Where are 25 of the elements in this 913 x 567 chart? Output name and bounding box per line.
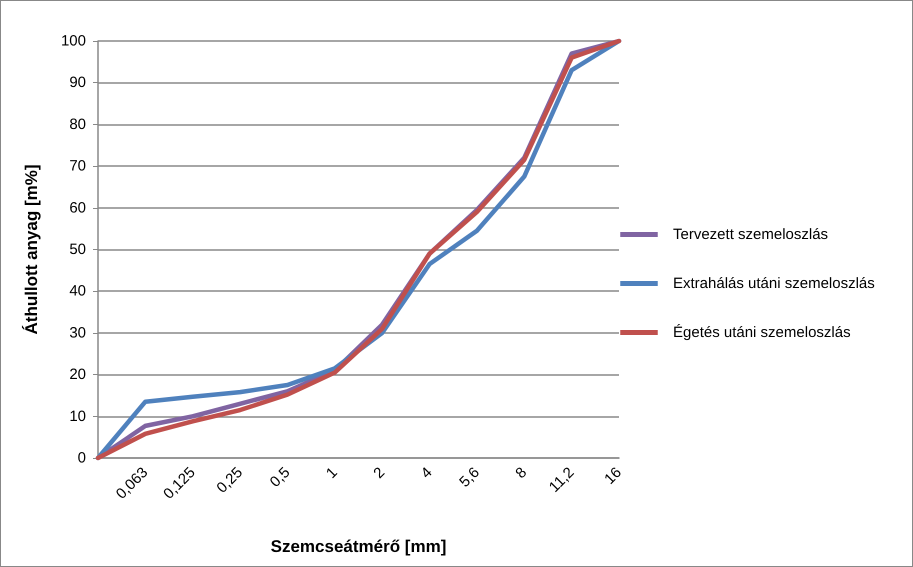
x-tick-label: 8 [512,464,530,482]
y-tick-label: 0 [78,450,86,466]
y-tick-label: 60 [69,199,86,216]
y-tick-label: 20 [69,366,86,384]
y-tick-label: 100 [60,32,86,50]
y-tick-label: 90 [69,74,86,92]
x-tick-label: 2 [370,464,388,482]
x-tick-label: 0,5 [266,464,294,491]
legend-label: Tervezett szemeloszlás [673,226,828,243]
y-tick-label: 40 [69,282,86,300]
y-tick-label: 50 [69,241,86,258]
x-axis-title: Szemcseátmérő [mm] [270,537,446,556]
legend-label: Égetés utáni szemeloszlás [673,323,851,341]
x-tick-label: 5,6 [456,464,483,491]
y-tick-label: 10 [69,408,86,425]
y-tick-label: 70 [69,158,86,175]
y-axis-title: Áthullott anyag [m%] [21,164,41,334]
legend-label: Extrahálás utáni szemeloszlás [673,275,875,292]
y-tick-label: 30 [69,324,86,342]
x-tick-label: 11,2 [546,464,578,496]
y-tick-label: 80 [69,116,86,133]
x-tick-label: 1 [322,464,341,482]
x-tick-label: 0,25 [213,464,246,497]
x-tick-label: 16 [601,464,626,488]
x-tick-label: 4 [418,464,436,482]
